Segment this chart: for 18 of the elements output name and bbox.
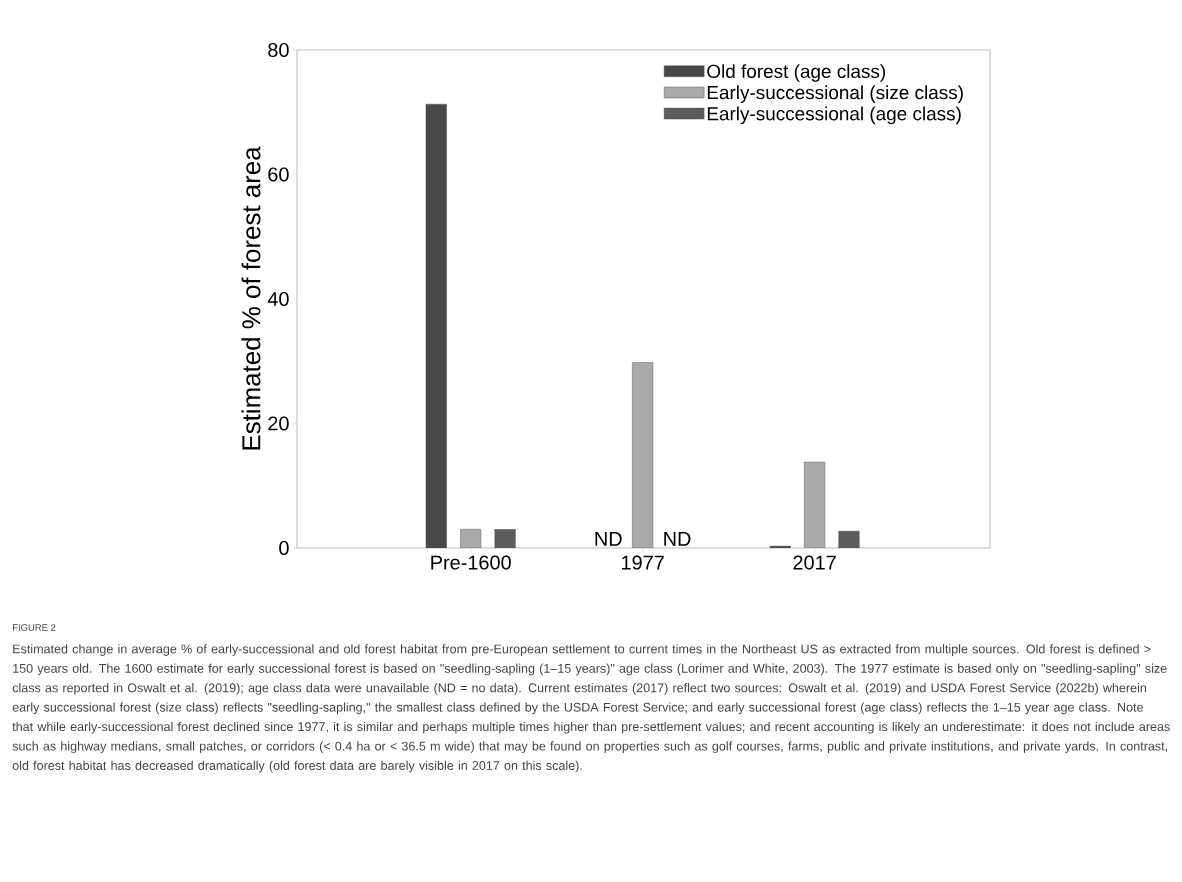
- y-tick-label: 80: [268, 42, 289, 58]
- caption: FIGURE 2: [12, 624, 56, 631]
- x-tick-label: Pre-1600: [431, 555, 511, 570]
- y-tick-label: 60: [268, 167, 289, 182]
- text: ND: [664, 532, 691, 546]
- y-axis-title: Estimated % of forest area: [241, 146, 261, 450]
- x-tick-label: 1977: [622, 555, 664, 570]
- legend-label: Old forest (age class): [707, 64, 886, 82]
- legend-label: Early-successional (size class): [707, 85, 963, 103]
- legend-label: Early-successional (age class): [707, 106, 961, 125]
- y-tick-label: 40: [267, 291, 289, 307]
- y-tick-label: 20: [268, 416, 289, 431]
- bar: [632, 362, 654, 548]
- bar: [804, 461, 826, 548]
- text: ND: [595, 532, 622, 546]
- y-tick-label: 0: [279, 540, 289, 556]
- text: Estimated change in average % of early-successional and old forest habitat from pre-European settlement to current times in the Northeast US as extracted from multiple sources. Old forest is defined > 150 years old. The 1600 estimate for early successional forest is based on "seedling-sapling (1–15 years)" age class (Lorimer and White, 2003). The 1977 estimate is based only on "seedling-sapling" size class as reported in Oswalt et al. (2019); age class data were unavailable (ND = no data). Current estimates (2017) reflect two sources: Oswalt et al. (2019) and USDA Forest Service (2022b) wherein early successional forest (size class) reflects "seedling-sapling," the smallest class defined by the USDA Forest Service; and early successional forest (age class) reflects the 1–15 year age class. Note that while early-successional forest declined since 1977, it is similar and perhaps multiple times higher than pre-settlement values; and recent accounting is likely an underestimate: it does not include areas such as highway medians, small patches, or corridors (< 0.4 ha or < 36.5 m wide) that may be found on properties such as golf courses, farms, public and private institutions, and private yards. In contrast, old forest habitat has decreased dramatically (old forest data are barely visible in 2017 on this scale).: [12, 644, 1170, 773]
- x-tick-label: 2017: [793, 555, 836, 570]
